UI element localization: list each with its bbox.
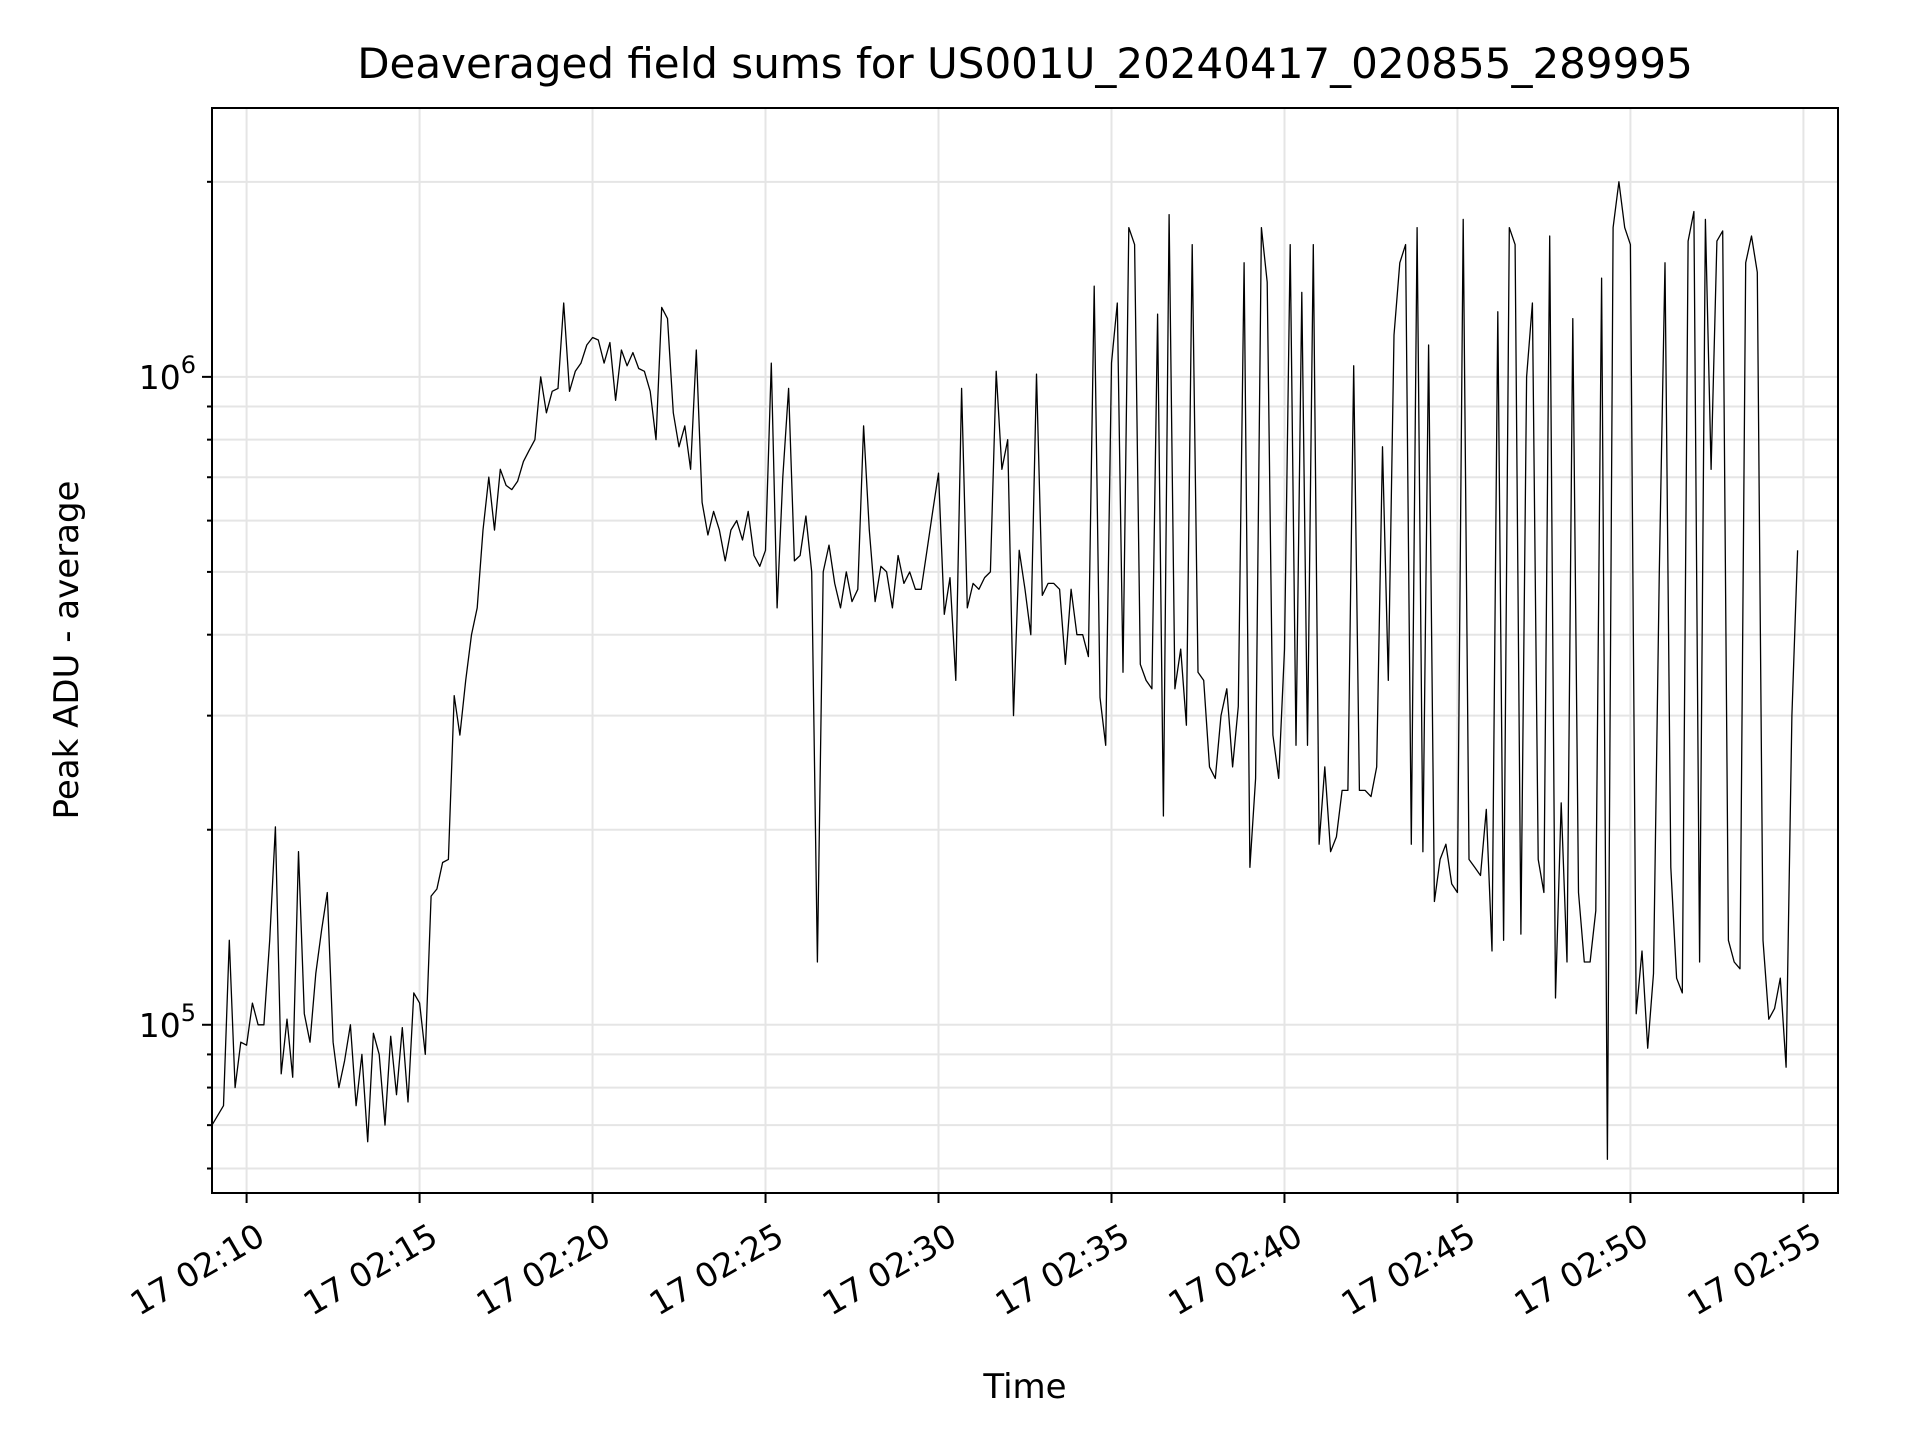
y-tick-label-base: 10 [139, 358, 181, 397]
y-tick-label: 105 [139, 999, 196, 1045]
x-axis-label: Time [982, 1367, 1066, 1407]
y-tick-label-exponent: 5 [181, 999, 196, 1027]
y-tick-label: 106 [139, 351, 196, 397]
chart-title: Deaveraged field sums for US001U_2024041… [357, 39, 1693, 88]
y-tick-label-base: 10 [139, 1006, 181, 1045]
y-axis-label: Peak ADU - average [47, 481, 87, 820]
series-line [212, 181, 1799, 1160]
axes-frame [211, 107, 1839, 1194]
y-tick-label-exponent: 6 [181, 351, 196, 379]
series-lines [212, 181, 1799, 1160]
